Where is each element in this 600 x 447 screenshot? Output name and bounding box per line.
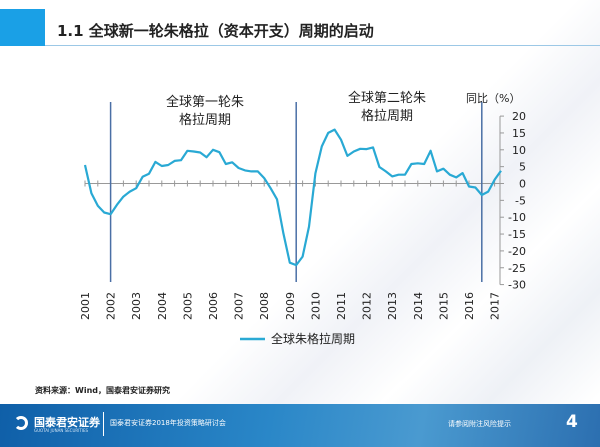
x-tick-label: 2011 [335,292,348,320]
annotation-line: 全球第一轮朱 [166,94,244,110]
series-line [83,128,502,267]
x-tick-label: 2008 [258,292,271,320]
annotation-first-cycle: 全球第一轮朱格拉周期 [166,94,244,128]
source-note: 资料来源：Wind，国泰君安证券研究 [35,386,170,395]
y-tick-label: -5 [515,194,526,207]
risk-notice: 请参阅附注风险提示 [448,420,511,428]
x-tick-label: 2010 [309,292,322,320]
footer-bar: 国泰君安证券 GUOTAI JUNAN SECURITIES 国泰君安证券201… [0,404,600,447]
y-tick-label: 20 [512,110,526,123]
chart: 2001 2002 2003 2004 2005 2006 2007 2008 2009 2010… [79,90,526,346]
y-tick-label: -15 [508,228,526,241]
x-tick-label: 2015 [437,292,450,320]
x-tick-label: 2001 [79,292,92,320]
annotation-line: 全球第二轮朱 [348,90,426,106]
x-tick-label: 2002 [105,292,118,320]
x-tick-label: 2012 [361,292,374,320]
y-tick-label: -20 [508,245,526,258]
x-tick-label: 2006 [207,292,220,320]
annotation-line: 格拉周期 [179,112,231,128]
y-tick-label: -25 [508,262,526,275]
x-tick-label: 2003 [130,292,143,320]
x-tick-label: 2009 [284,292,297,320]
logo-icon [14,416,28,430]
x-tick-label: 2014 [412,292,425,320]
y-tick-label: 15 [512,127,526,140]
logo-text: 国泰君安证券 [34,416,100,429]
header-divider [45,45,600,46]
footer-separator [103,412,104,436]
x-tick-label: 2005 [181,292,194,320]
page-number: 4 [566,412,578,432]
x-tick-label: 2016 [463,292,476,320]
y-tick-label: -30 [508,279,526,292]
legend-label: 全球朱格拉周期 [271,331,355,346]
y-tick-label: 10 [512,144,526,157]
y-tick-label: 5 [519,161,526,174]
x-tick-label: 2013 [386,292,399,320]
y-tick-label: -10 [508,211,526,224]
annotation-line: 格拉周期 [361,108,413,124]
header-accent-block [0,9,45,46]
y-tick-label: 0 [519,178,526,191]
event-name: 国泰君安证券2018年投资策略研讨会 [110,419,226,427]
x-tick-label: 2017 [489,292,502,320]
y-axis-label: 同比（%） [466,92,520,105]
annotation-second-cycle: 全球第二轮朱格拉周期 [348,90,426,124]
logo-subtext: GUOTAI JUNAN SECURITIES [34,428,89,433]
x-tick-label: 2007 [233,292,246,320]
page-title: 1.1 全球新一轮朱格拉（资本开支）周期的启动 [57,22,374,40]
x-tick-label: 2004 [156,292,169,320]
